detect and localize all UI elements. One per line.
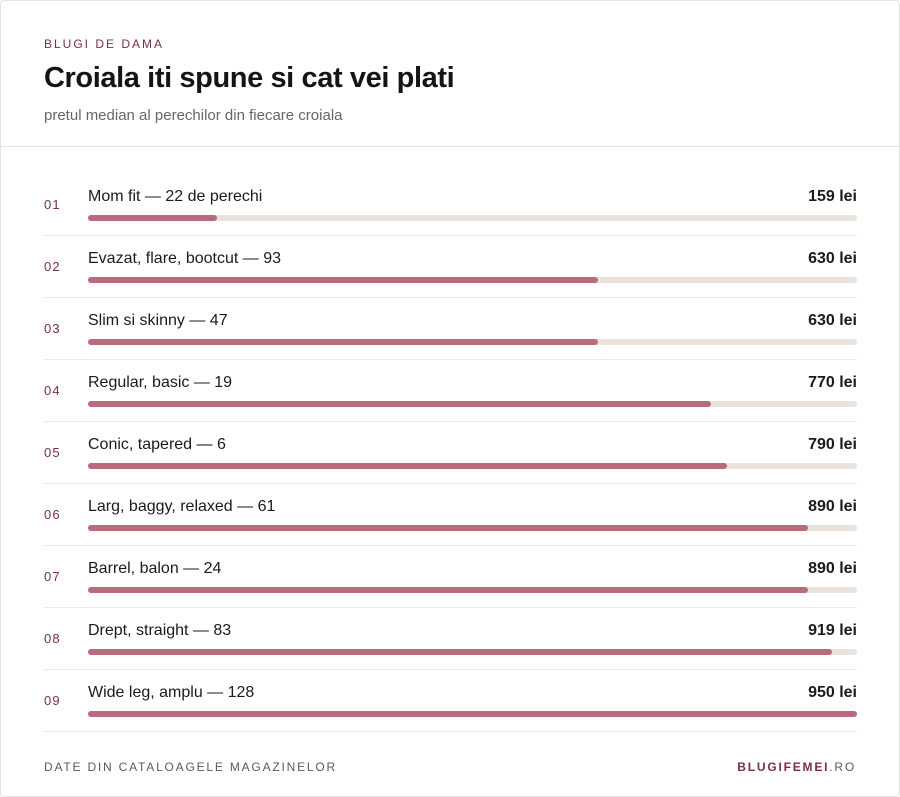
bar	[88, 587, 809, 593]
bar-rank: 05	[44, 445, 61, 460]
bar-row: 08 Drept, straight — 83 919 lei	[44, 608, 857, 670]
bar-row: 04 Regular, basic — 19 770 lei	[44, 360, 857, 422]
bar-rank: 08	[44, 631, 61, 646]
bar	[88, 215, 217, 221]
bar-row: 06 Larg, baggy, relaxed — 61 890 lei	[44, 484, 857, 546]
bar-rank: 06	[44, 507, 61, 522]
bar-track	[88, 649, 857, 655]
bar	[88, 649, 832, 655]
chart-title: Croiala iti spune si cat vei plati	[44, 62, 455, 94]
bar	[88, 401, 712, 407]
bar-track	[88, 339, 857, 345]
bar-track	[88, 215, 857, 221]
bar-row: 01 Mom fit — 22 de perechi 159 lei	[44, 174, 857, 236]
bar-rank: 04	[44, 383, 61, 398]
bar-value-label: 630 lei	[808, 312, 857, 329]
bar-value-label: 890 lei	[808, 560, 857, 577]
bar-track	[88, 525, 857, 531]
chart-subtitle: pretul median al perechilor din fiecare …	[44, 107, 343, 124]
bar-value-label: 770 lei	[808, 374, 857, 391]
bar-track	[88, 401, 857, 407]
bar-track	[88, 277, 857, 283]
bar-row: 03 Slim si skinny — 47 630 lei	[44, 298, 857, 360]
bar-label: Regular, basic — 19	[88, 374, 233, 391]
brand-credit: BLUGIFEMEI.RO	[737, 760, 856, 774]
bar-label: Drept, straight — 83	[88, 622, 232, 639]
bar-value-label: 890 lei	[808, 498, 857, 515]
bar	[88, 463, 728, 469]
bar-value-label: 919 lei	[808, 622, 857, 639]
bar-label: Conic, tapered — 6	[88, 436, 226, 453]
bar-rank: 03	[44, 321, 61, 336]
chart-header: BLUGI DE DAMA Croiala iti spune si cat v…	[1, 1, 899, 147]
bar-row: 09 Wide leg, amplu — 128 950 lei	[44, 670, 857, 732]
bar	[88, 339, 598, 345]
bar-list: 01 Mom fit — 22 de perechi 159 lei 02 Evazat…	[44, 174, 857, 732]
bar-value-label: 159 lei	[808, 188, 857, 205]
bar	[88, 525, 809, 531]
brand-tld: .RO	[829, 760, 856, 774]
source-note: DATE DIN CATALOAGELE MAGAZINELOR	[44, 760, 337, 774]
bar-label: Evazat, flare, bootcut — 93	[88, 250, 281, 267]
bar-label: Mom fit — 22 de perechi	[88, 188, 263, 205]
bar	[88, 277, 598, 283]
bar-row: 07 Barrel, balon — 24 890 lei	[44, 546, 857, 608]
chart-kicker: BLUGI DE DAMA	[44, 37, 165, 51]
bar-value-label: 790 lei	[808, 436, 857, 453]
bar-rank: 02	[44, 259, 61, 274]
bar-label: Larg, baggy, relaxed — 61	[88, 498, 276, 515]
bar-track	[88, 587, 857, 593]
bar-value-label: 630 lei	[808, 250, 857, 267]
bar-rank: 07	[44, 569, 61, 584]
bar-row: 02 Evazat, flare, bootcut — 93 630 lei	[44, 236, 857, 298]
bar-label: Barrel, balon — 24	[88, 560, 222, 577]
bar-track	[88, 463, 857, 469]
bar-row: 05 Conic, tapered — 6 790 lei	[44, 422, 857, 484]
brand-name: BLUGIFEMEI	[737, 760, 830, 774]
bar	[88, 711, 857, 717]
bar-rank: 09	[44, 693, 61, 708]
bar-track	[88, 711, 857, 717]
bar-label: Wide leg, amplu — 128	[88, 684, 255, 701]
bar-value-label: 950 lei	[808, 684, 857, 701]
bar-rank: 01	[44, 197, 61, 212]
bar-label: Slim si skinny — 47	[88, 312, 228, 329]
